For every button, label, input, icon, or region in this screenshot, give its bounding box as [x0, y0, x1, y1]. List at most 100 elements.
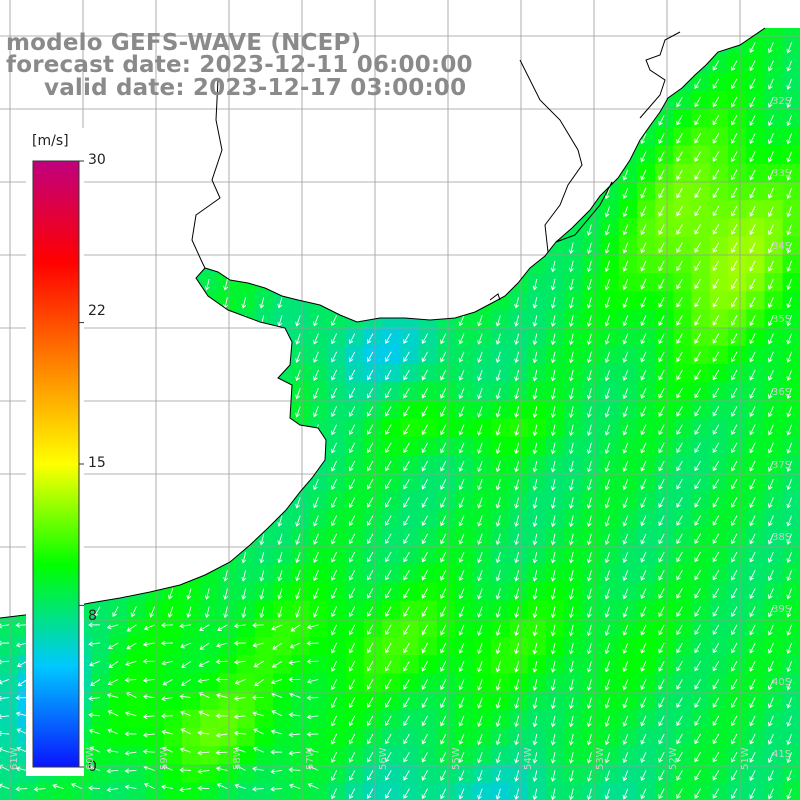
wind-arrow [126, 624, 137, 632]
wind-speed-cell [673, 655, 693, 674]
wind-speed-cell [418, 673, 438, 693]
wind-arrow [514, 642, 520, 655]
wind-arrow [477, 333, 483, 345]
wind-speed-cell [0, 618, 19, 638]
wind-arrow [495, 624, 501, 637]
wind-arrow [514, 606, 520, 619]
wind-speed-cell [709, 527, 729, 547]
wind-arrow [731, 114, 738, 126]
wind-speed-cell [637, 345, 656, 365]
wind-arrow [215, 693, 228, 699]
wind-speed-cell [382, 728, 401, 747]
wind-arrow [694, 770, 701, 781]
wind-speed-cell [491, 327, 511, 347]
wind-arrow [622, 333, 629, 345]
wind-arrow [694, 660, 701, 672]
wind-arrow [767, 369, 774, 381]
wind-arrow [385, 551, 392, 563]
wind-speed-cell [728, 709, 747, 729]
wind-arrow [495, 333, 501, 345]
wind-arrow [403, 478, 410, 490]
wind-speed-cell [637, 546, 656, 565]
wind-arrow [622, 642, 629, 654]
wind-speed-cell [582, 236, 602, 256]
wind-arrow [421, 533, 428, 545]
wind-arrow [348, 333, 356, 345]
wind-speed-cell [455, 418, 474, 438]
wind-speed-cell [364, 473, 383, 492]
wind-arrow [277, 570, 283, 582]
wind-arrow [330, 679, 338, 691]
wind-speed-cell [728, 782, 747, 800]
wind-arrow [694, 224, 701, 235]
wind-speed-cell [564, 273, 583, 292]
wind-arrow [495, 752, 501, 764]
wind-arrow [622, 297, 629, 309]
wind-arrow [514, 497, 520, 509]
wind-speed-cell [691, 728, 711, 747]
wind-speed-cell [455, 455, 474, 474]
wind-arrow [306, 731, 319, 737]
wind-speed-cell [491, 491, 511, 511]
wind-arrow [385, 788, 392, 799]
wind-speed-cell [655, 709, 674, 729]
wind-speed-cell [400, 364, 420, 383]
wind-speed-cell [345, 327, 365, 347]
wind-arrow [532, 406, 538, 418]
wind-arrow [532, 315, 538, 327]
wind-speed-cell [746, 218, 765, 238]
wind-speed-cell [728, 637, 747, 656]
wind-arrow [440, 752, 447, 763]
wind-speed-cell [728, 127, 747, 147]
wind-speed-cell [127, 618, 147, 638]
wind-speed-cell [600, 327, 620, 347]
wind-speed-cell [236, 291, 256, 310]
wind-arrow [568, 624, 574, 637]
wind-speed-cell [418, 691, 438, 711]
wind-arrow [568, 297, 574, 309]
wind-arrow [658, 497, 665, 508]
wind-arrow [477, 515, 483, 527]
wind-arrow [366, 606, 374, 617]
wind-speed-cell [655, 291, 674, 310]
wind-arrow [440, 661, 447, 672]
wind-speed-cell [291, 655, 310, 674]
wind-arrow [786, 278, 793, 291]
wind-speed-cell [327, 345, 347, 365]
wind-speed-cell [418, 582, 438, 602]
wind-speed-cell [327, 728, 347, 747]
wind-speed-cell [709, 91, 729, 110]
wind-speed-cell [746, 509, 765, 529]
wind-speed-cell [491, 509, 511, 529]
wind-arrow [658, 224, 665, 235]
wind-speed-cell [327, 509, 347, 529]
wind-arrow [107, 710, 119, 717]
wind-arrow [640, 497, 647, 509]
wind-speed-cell [691, 691, 711, 711]
wind-speed-cell [309, 527, 329, 547]
wind-speed-cell [182, 673, 201, 693]
wind-speed-cell [254, 564, 274, 583]
wind-arrow [568, 661, 574, 673]
wind-speed-cell [491, 455, 511, 474]
wind-arrow [495, 715, 501, 728]
wind-arrow [658, 296, 665, 308]
wind-arrow [640, 333, 647, 345]
wind-arrow [767, 78, 774, 90]
wind-speed-cell [782, 327, 800, 347]
wind-arrow [786, 406, 793, 418]
wind-speed-cell [728, 400, 747, 420]
wind-speed-cell [691, 709, 711, 729]
wind-arrow [604, 515, 611, 527]
wind-speed-cell [673, 273, 693, 292]
wind-speed-cell [709, 109, 729, 128]
wind-arrow [568, 551, 574, 564]
wind-arrow [514, 715, 520, 728]
wind-speed-cell [582, 709, 602, 729]
wind-speed-cell [182, 746, 201, 765]
wind-speed-cell [455, 345, 474, 365]
latitude-label: 37S [772, 460, 792, 471]
wind-speed-cell [345, 691, 365, 711]
wind-speed-cell [327, 382, 347, 401]
